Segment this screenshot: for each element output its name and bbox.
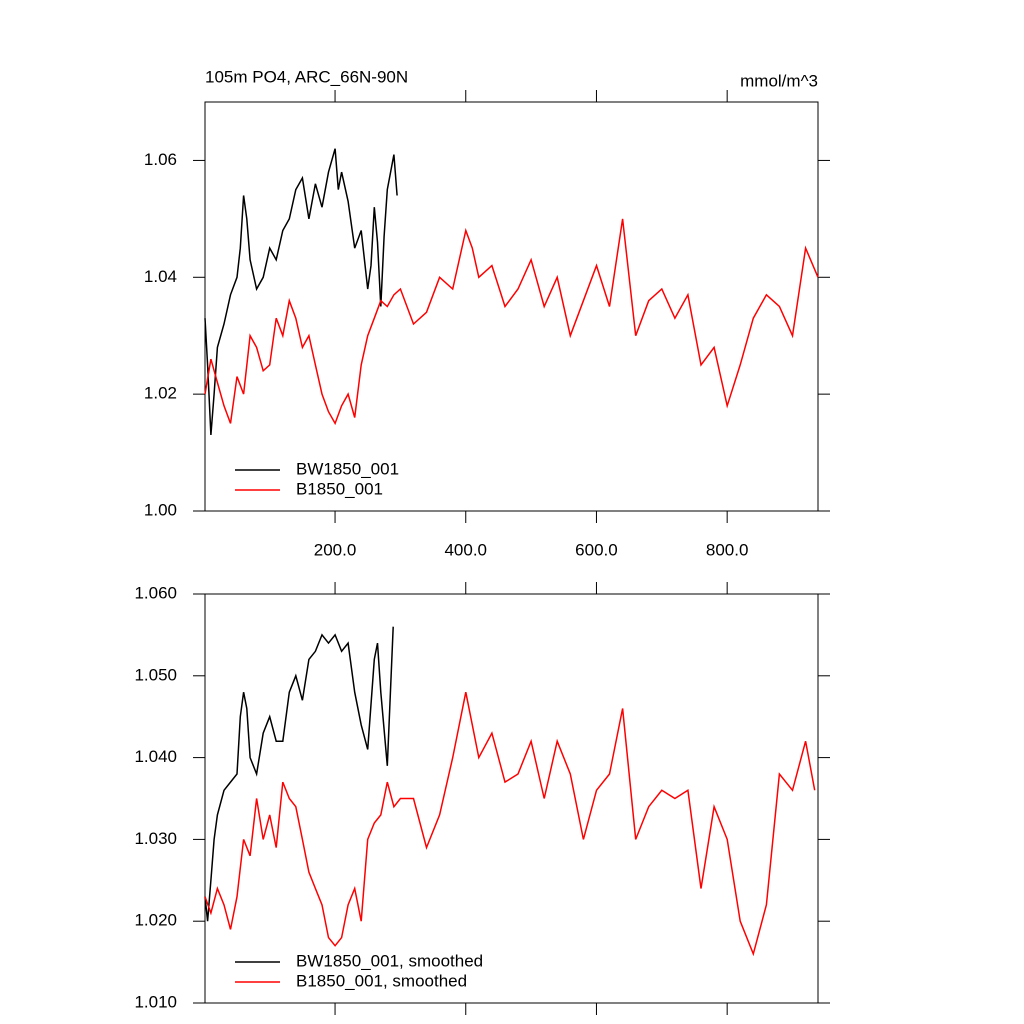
plot-frame (204, 101, 819, 512)
y-tick-label: 1.060 (134, 583, 177, 602)
data-line (204, 148, 398, 436)
chart-title: 105m PO4, ARC_66N-90N (205, 67, 408, 86)
data-line (204, 218, 819, 426)
legend-label: BW1850_001 (296, 459, 399, 478)
x-tick-label: 200.0 (314, 540, 357, 559)
y-tick-label: 1.02 (144, 384, 177, 403)
x-tick-label: 600.0 (575, 540, 618, 559)
y-tick-label: 1.050 (134, 665, 177, 684)
legend-label: B1850_001, smoothed (296, 971, 467, 990)
y-tick-label: 1.010 (134, 992, 177, 1011)
y-tick-label: 1.020 (134, 911, 177, 930)
y-tick-label: 1.06 (144, 150, 177, 169)
y-tick-label: 1.04 (144, 267, 177, 286)
y-tick-label: 1.040 (134, 747, 177, 766)
x-tick-label: 800.0 (706, 540, 749, 559)
legend-label: BW1850_001, smoothed (296, 951, 483, 970)
units-label: mmol/m^3 (740, 71, 818, 90)
y-tick-label: 1.030 (134, 829, 177, 848)
x-tick-label: 400.0 (444, 540, 487, 559)
y-tick-label: 1.00 (144, 500, 177, 519)
data-line (204, 626, 394, 922)
plot-frame (204, 593, 819, 1004)
data-line (204, 692, 816, 957)
legend-label: B1850_001 (296, 479, 383, 498)
